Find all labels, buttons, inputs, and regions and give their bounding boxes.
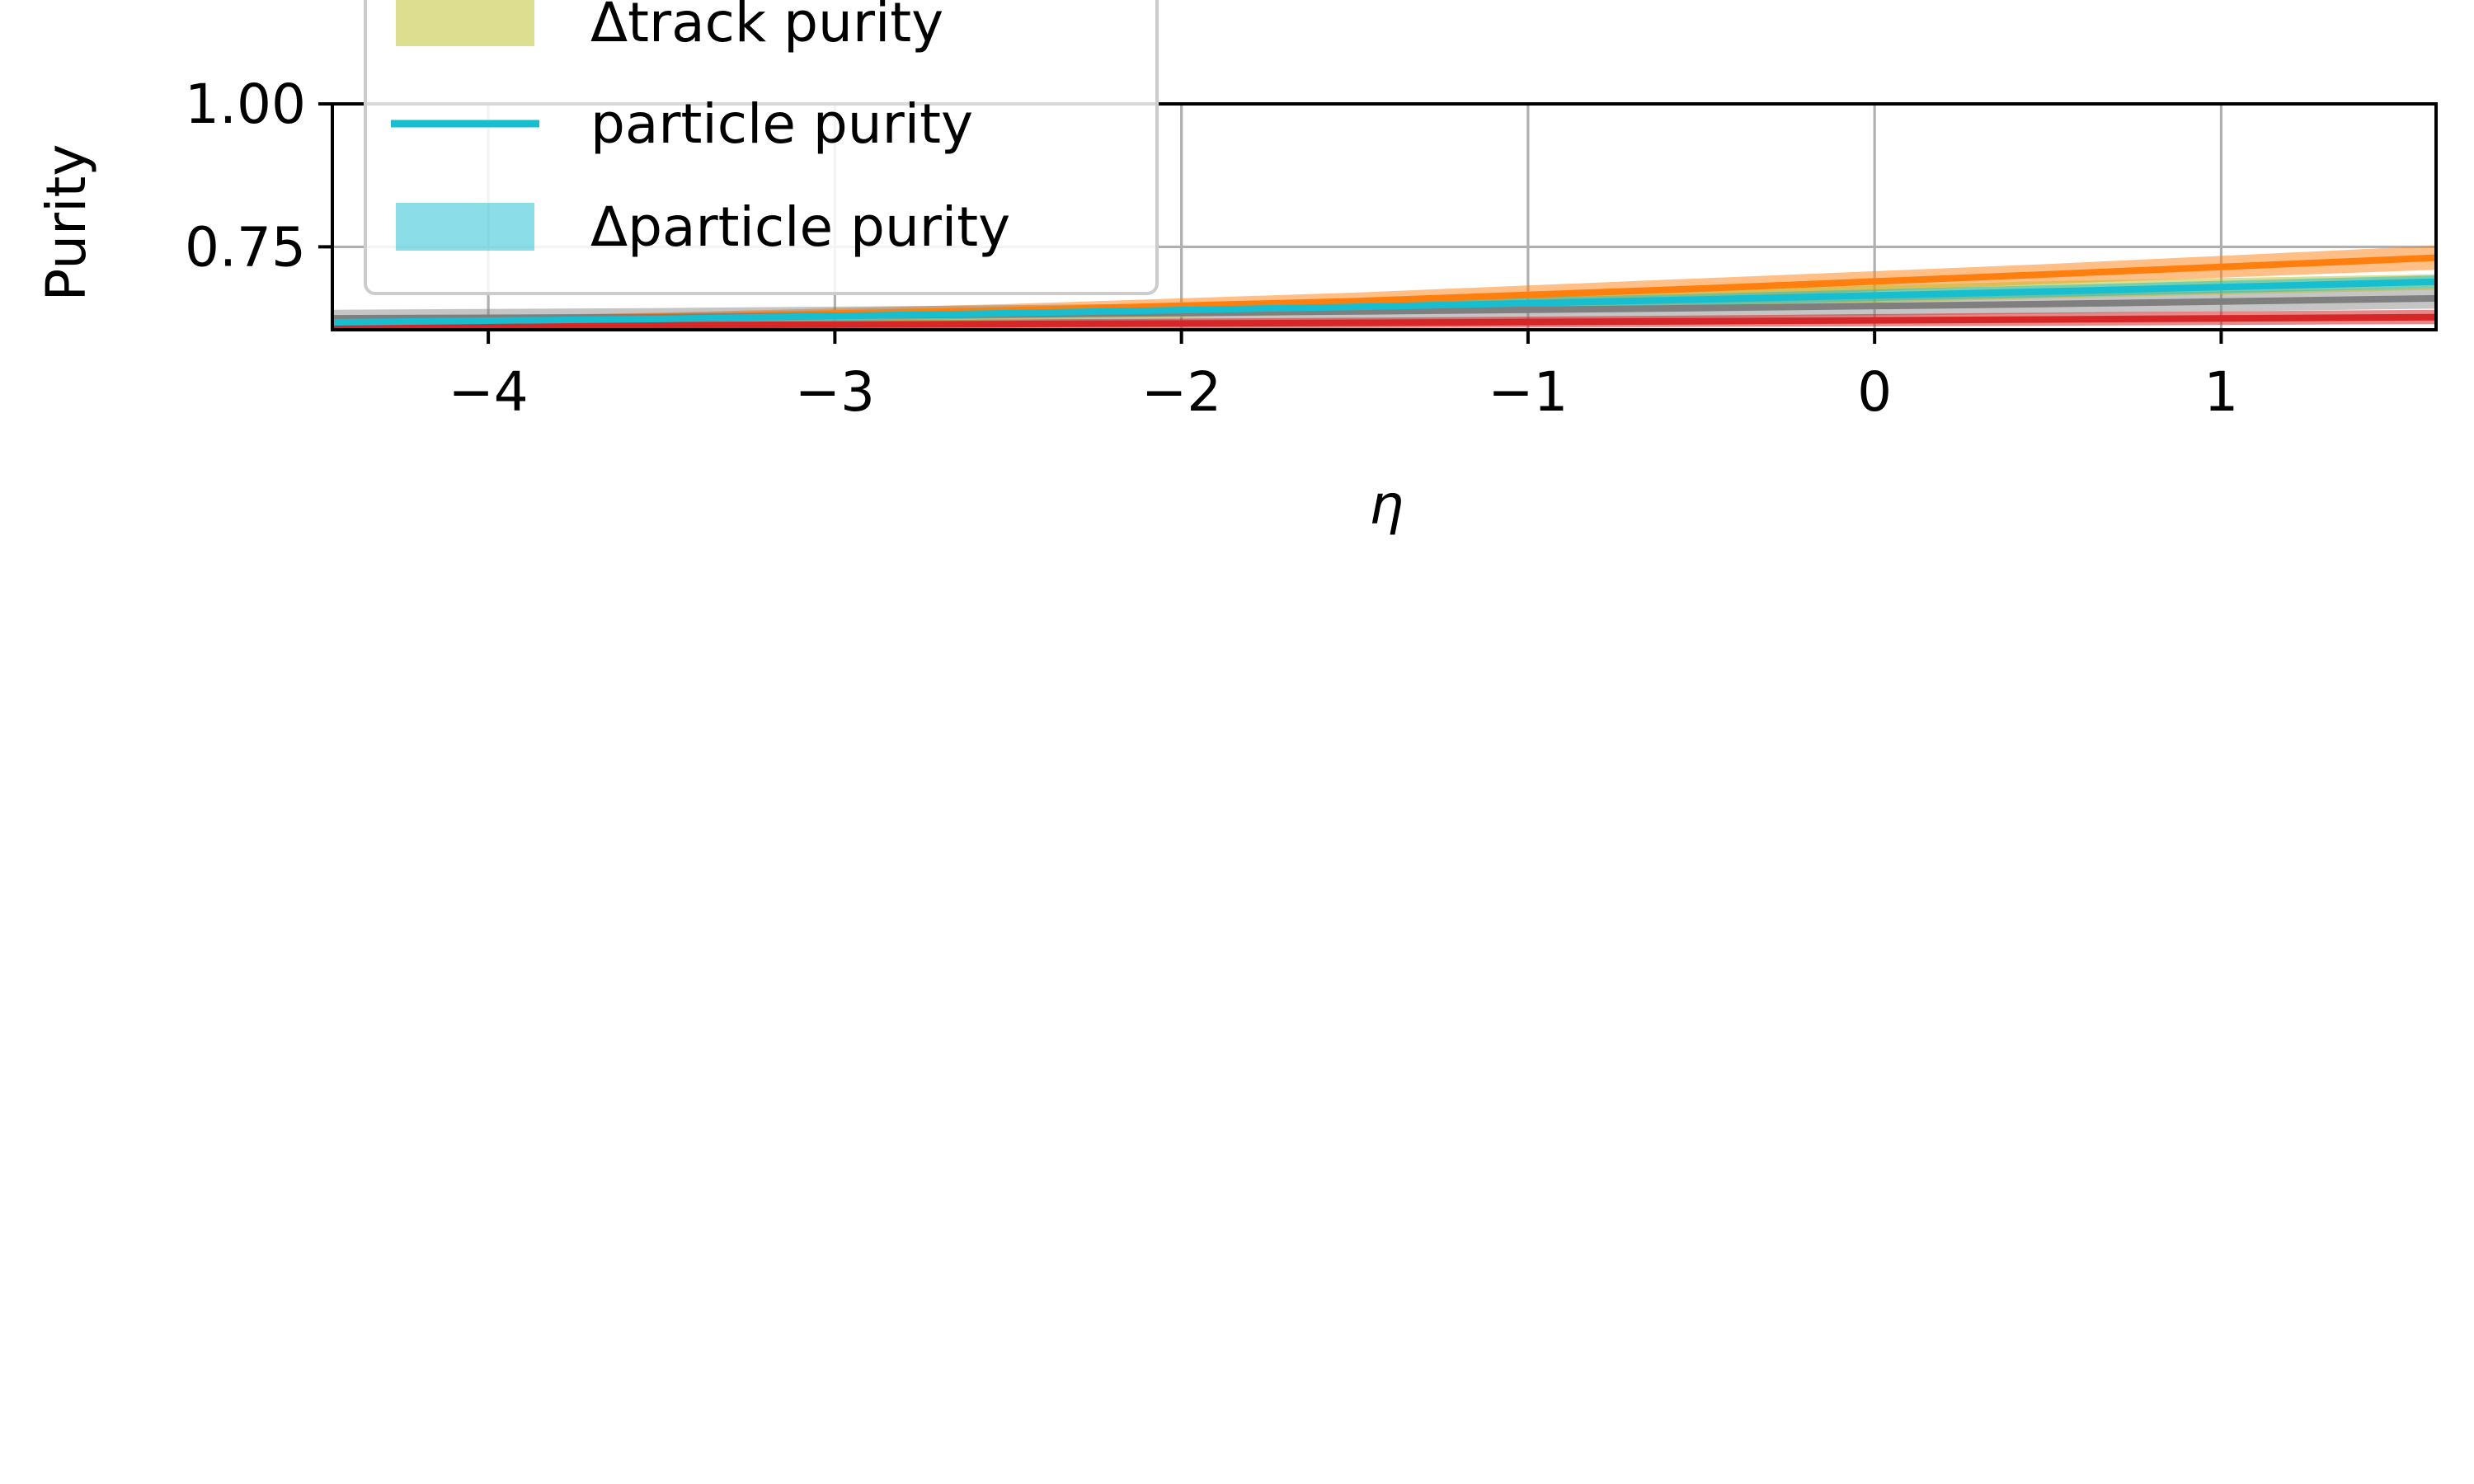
x-tick-label-5: 1: [2204, 360, 2238, 424]
y-tick-label-0: 1.00: [185, 73, 306, 136]
x-tick-label-0: −4: [448, 360, 528, 424]
legend-label-0: Δtrack purity: [590, 0, 943, 54]
plot-area: [332, 104, 2436, 330]
x-axis-label: η: [1369, 473, 1404, 537]
legend-box: [364, 0, 1159, 295]
x-tick-label-4: 0: [1857, 360, 1892, 424]
legend-swatch-0: [396, 0, 534, 46]
legend-label-2: Δparticle purity: [590, 195, 1010, 259]
series-line-3: [332, 278, 2436, 326]
legend-swatch-2: [396, 203, 534, 251]
series-lines: [332, 254, 2436, 330]
plot-frame: [331, 102, 2438, 331]
series-line-2: [332, 313, 2436, 330]
y-tick-label-1: 0.75: [185, 215, 306, 279]
x-axis: −4 −3 −2 −1 0 1: [448, 330, 2238, 424]
x-tick-label-1: −3: [795, 360, 875, 424]
x-tick-label-2: −2: [1141, 360, 1221, 424]
legend: Δtrack purity particle purity Δparticle pu…: [364, 0, 1159, 295]
legend-label-1: particle purity: [590, 92, 973, 156]
y-axis: 1.00 0.75: [185, 73, 332, 279]
y-axis-label: Purity: [35, 144, 98, 302]
x-tick-label-3: −1: [1488, 360, 1568, 424]
